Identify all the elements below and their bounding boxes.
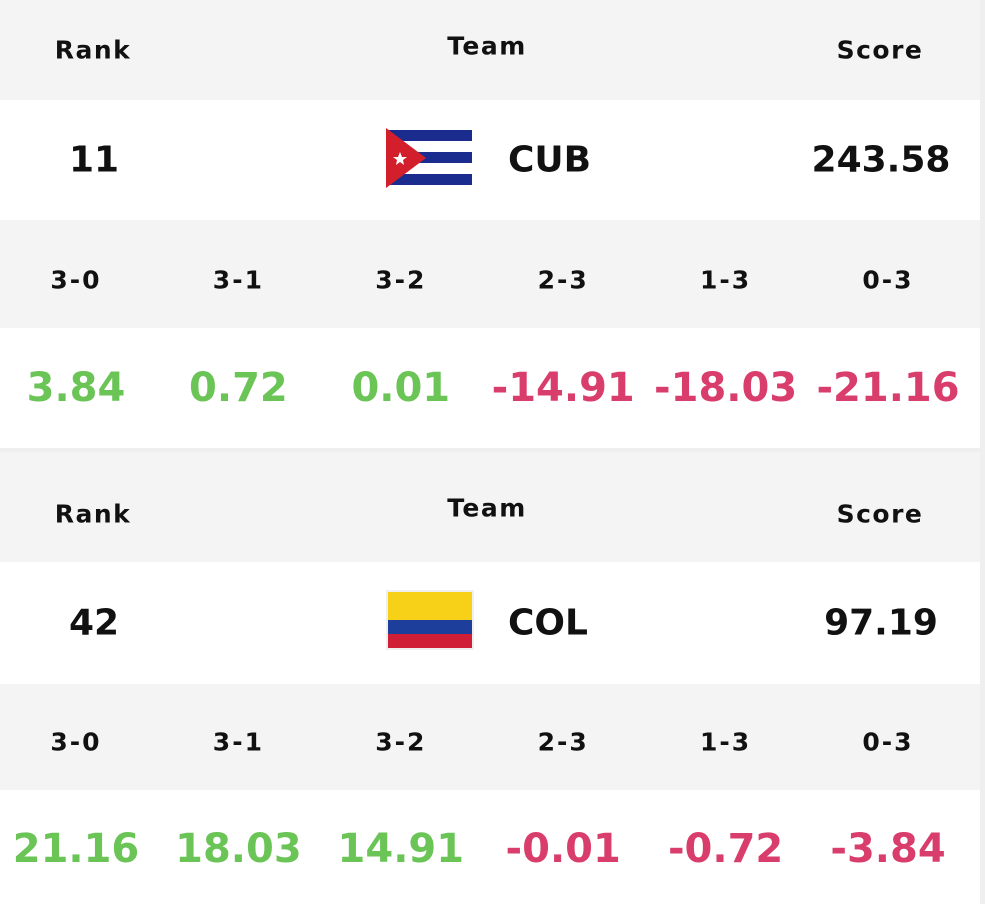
outcome-value: 0.01	[351, 365, 451, 411]
flag-colombia	[386, 590, 474, 650]
team-header: Team	[447, 493, 527, 523]
outcome-value-row	[0, 790, 980, 904]
outcome-label: 3-2	[375, 265, 427, 295]
outcome-label-row	[0, 220, 980, 328]
outcome-label: 3-2	[375, 727, 427, 757]
team-code: CUB	[508, 139, 592, 181]
outcome-value: -14.91	[491, 365, 635, 411]
outcome-value: -3.84	[830, 826, 946, 872]
rank: 11	[68, 139, 120, 181]
team-code: COL	[508, 602, 588, 644]
outcome-label: 2-3	[537, 265, 589, 295]
outcome-label: 1-3	[700, 727, 752, 757]
rank: 42	[68, 602, 120, 644]
outcome-value: 21.16	[12, 826, 140, 872]
score-header: Score	[836, 499, 924, 529]
outcome-label: 2-3	[537, 727, 589, 757]
team-header: Team	[447, 31, 527, 61]
outcome-label-row	[0, 684, 980, 790]
flag-cuba	[386, 128, 474, 188]
outcome-label: 0-3	[862, 727, 914, 757]
outcome-value: 3.84	[26, 365, 126, 411]
outcome-label: 0-3	[862, 265, 914, 295]
outcome-value: 18.03	[175, 826, 302, 872]
team-card: Rank Team Score 11 CUB 243.58 3-0 3.84 3-1 0.72 3-…	[0, 0, 980, 452]
header-row	[0, 452, 980, 562]
outcome-value-row	[0, 328, 980, 448]
outcome-label: 3-1	[212, 265, 264, 295]
outcome-label: 3-0	[50, 727, 102, 757]
outcome-value: -0.72	[667, 826, 784, 872]
score: 243.58	[811, 139, 951, 181]
outcome-value: 0.72	[189, 365, 288, 411]
score-header: Score	[836, 35, 924, 65]
outcome-value: -0.01	[505, 826, 621, 872]
team-row	[0, 100, 980, 220]
team-row	[0, 562, 980, 684]
outcome-value: 14.91	[337, 826, 465, 872]
outcome-label: 3-1	[212, 727, 264, 757]
outcome-label: 1-3	[700, 265, 752, 295]
outcome-value: -21.16	[816, 365, 960, 411]
team-card: Rank Team Score 42 COL 97.19 3-0 21.16 3-1 18.03 3…	[0, 452, 980, 904]
rank-header: Rank	[54, 35, 132, 65]
outcome-label: 3-0	[50, 265, 102, 295]
header-row	[0, 0, 980, 100]
rank-header: Rank	[54, 499, 132, 529]
score: 97.19	[824, 602, 938, 644]
outcome-value: -18.03	[654, 365, 798, 411]
